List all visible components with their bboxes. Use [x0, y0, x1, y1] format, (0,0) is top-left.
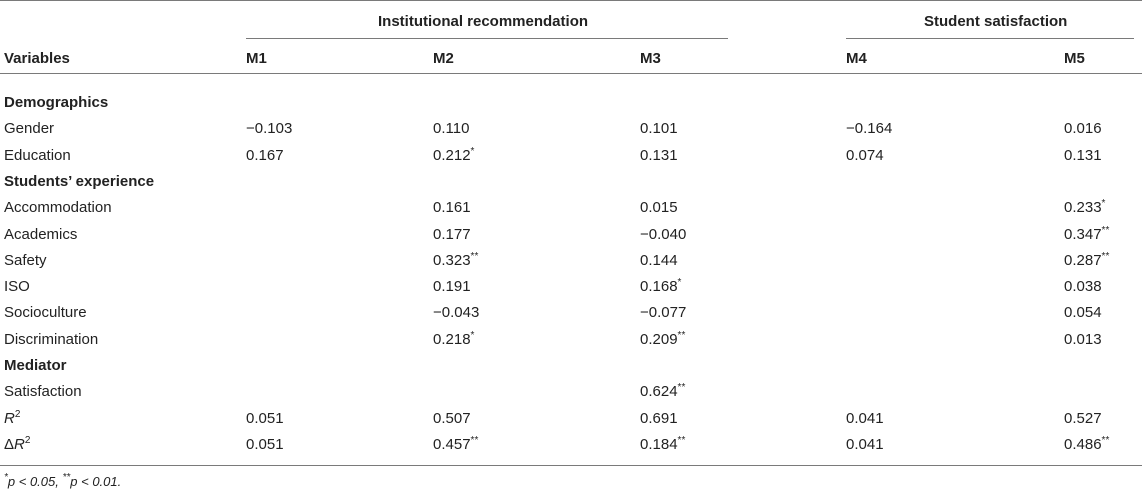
table-cell: 0.457**: [433, 435, 479, 454]
row-label: ΔR2: [4, 435, 31, 454]
table-cell: 0.624**: [640, 382, 686, 401]
table-cell: 0.527: [1064, 410, 1102, 427]
row-label: Education: [4, 147, 71, 164]
table-cell: 0.110: [433, 120, 470, 137]
group-header-student: Student satisfaction: [924, 13, 1068, 30]
table-cell: 0.016: [1064, 120, 1102, 137]
table-cell: 0.168*: [640, 277, 682, 296]
row-label: Discrimination: [4, 331, 99, 348]
table-cell: −0.103: [246, 120, 293, 137]
bottom-rule: [0, 465, 1142, 466]
row-label: Academics: [4, 226, 78, 243]
table-cell: −0.077: [640, 304, 687, 321]
footnote: *p < 0.05, **p < 0.01.: [4, 472, 122, 490]
table-cell: 0.144: [640, 252, 678, 269]
table-cell: 0.054: [1064, 304, 1102, 321]
table-cell: 0.177: [433, 226, 471, 243]
table-cell: 0.131: [640, 147, 678, 164]
table-cell: 0.323**: [433, 251, 479, 270]
header-m2: M2: [433, 50, 454, 67]
table-cell: 0.041: [846, 436, 884, 453]
header-m1: M1: [246, 50, 267, 67]
top-rule: [0, 0, 1142, 1]
table-cell: 0.161: [433, 199, 471, 216]
row-label: Accommodation: [4, 199, 112, 216]
header-rule: [0, 73, 1142, 74]
header-m3: M3: [640, 50, 661, 67]
table-cell: −0.040: [640, 226, 687, 243]
table-cell: 0.167: [246, 147, 284, 164]
group-header-institutional: Institutional recommendation: [378, 13, 589, 30]
table-cell: 0.038: [1064, 278, 1102, 295]
row-label: Safety: [4, 252, 47, 269]
table-cell: 0.051: [246, 410, 284, 427]
table-cell: −0.164: [846, 120, 893, 137]
group-rule-student: [846, 38, 1134, 39]
table-cell: −0.043: [433, 304, 480, 321]
table-cell: 0.015: [640, 199, 678, 216]
table-cell: 0.218*: [433, 330, 475, 349]
header-m5: M5: [1064, 50, 1085, 67]
table-cell: 0.209**: [640, 330, 686, 349]
table-cell: 0.287**: [1064, 251, 1110, 270]
table-cell: 0.041: [846, 410, 884, 427]
table-cell: 0.233*: [1064, 198, 1106, 217]
table-cell: 0.131: [1064, 147, 1102, 164]
table-cell: 0.074: [846, 147, 884, 164]
group-rule-institutional: [246, 38, 728, 39]
table-cell: 0.507: [433, 410, 471, 427]
table-cell: 0.101: [640, 120, 678, 137]
row-label: Satisfaction: [4, 383, 82, 400]
header-m4: M4: [846, 50, 867, 67]
table-cell: 0.051: [246, 436, 284, 453]
section-heading: Students’ experience: [4, 173, 155, 190]
table-cell: 0.691: [640, 410, 678, 427]
row-label: R2: [4, 409, 21, 428]
table-cell: 0.191: [433, 278, 471, 295]
row-label: Socioculture: [4, 304, 87, 321]
section-heading: Demographics: [4, 94, 109, 111]
table-cell: 0.013: [1064, 331, 1102, 348]
section-heading: Mediator: [4, 357, 67, 374]
header-variables: Variables: [4, 50, 70, 67]
row-label: ISO: [4, 278, 30, 295]
table-cell: 0.347**: [1064, 225, 1110, 244]
table-cell: 0.184**: [640, 435, 686, 454]
table-cell: 0.486**: [1064, 435, 1110, 454]
row-label: Gender: [4, 120, 55, 137]
table-cell: 0.212*: [433, 146, 475, 165]
